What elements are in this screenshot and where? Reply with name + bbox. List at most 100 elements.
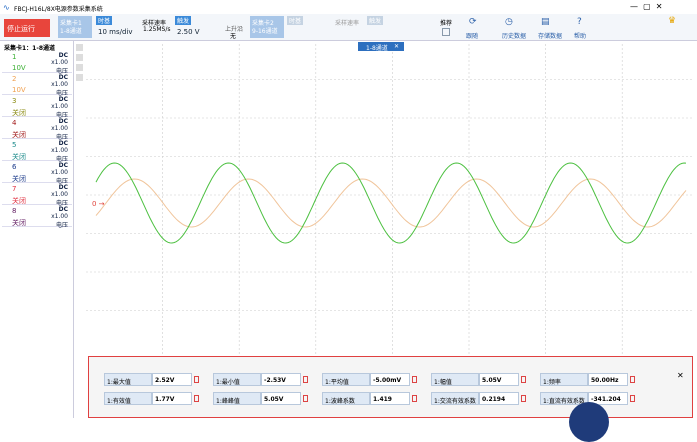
recommend-box[interactable]	[442, 28, 450, 36]
timebase-label: 时基	[96, 16, 113, 25]
toolbar: 停止运行 采集卡1 1-8通道 时基 10 ms/div 采样速率 1.25MS/…	[0, 14, 697, 41]
window-title: FBCJ-H16L/8X电源参数采集系统	[14, 6, 103, 13]
channel-coupling: DC	[58, 96, 68, 103]
channel-scale: x1.00	[51, 59, 68, 66]
channel-row[interactable]: 4 DC x1.00 电压 关闭	[2, 117, 72, 141]
delete-icon[interactable]	[630, 395, 635, 402]
side-button[interactable]	[76, 74, 83, 81]
channel-row[interactable]: 1 DC x1.00 电压 10V	[2, 51, 72, 75]
measurement-item: 1:最大值 2.52V	[104, 373, 208, 386]
measurement-label: 1:直流有效系数	[540, 392, 588, 405]
channel-coupling: DC	[58, 184, 68, 191]
delete-icon[interactable]	[630, 376, 635, 383]
logo: ∿	[3, 3, 10, 12]
measurement-item: 1:平均值 -5.00mV	[322, 373, 426, 386]
sample-rate-value[interactable]: 1.25MS/s	[143, 26, 171, 33]
delete-icon[interactable]	[303, 376, 308, 383]
action-icon[interactable]: ⟳	[469, 17, 477, 27]
delete-icon[interactable]	[412, 395, 417, 402]
stop-button[interactable]: 停止运行	[4, 19, 50, 37]
card2-timebase: 时基	[287, 16, 304, 25]
timebase-value[interactable]: 10 ms/div	[98, 28, 133, 36]
action-icon[interactable]: ◷	[505, 17, 513, 27]
channel-row[interactable]: 6 DC x1.00 电压 关闭	[2, 161, 72, 185]
measurement-value: 5.05V	[261, 392, 301, 405]
channel-range: 关闭	[12, 131, 26, 139]
measurement-panel: ✕ 1:最大值 2.52V 1:最小值 -2.53V 1:平均值 -5.00mV 1:幅值 5…	[88, 356, 693, 442]
delete-icon[interactable]	[521, 395, 526, 402]
trigger-mode[interactable]: 无	[230, 33, 237, 40]
measurement-item: 1:幅值 5.05V	[431, 373, 535, 386]
action-label[interactable]: 存储数据	[538, 33, 563, 40]
channel-range: 关闭	[12, 175, 26, 183]
plot-tab[interactable]: 1-8通道 ✕	[358, 42, 404, 52]
card1-name: 采集卡1	[60, 20, 82, 27]
card1[interactable]: 采集卡1 1-8通道	[58, 16, 92, 38]
card2-name: 采集卡2	[252, 20, 274, 27]
channel-coupling: DC	[58, 206, 68, 213]
card2[interactable]: 采集卡2 9-16通道	[250, 16, 284, 38]
trigger-value[interactable]: 2.50 V	[177, 28, 200, 36]
delete-icon[interactable]	[303, 395, 308, 402]
crown-icon[interactable]: ♛	[668, 16, 677, 26]
trigger-edge[interactable]: 上升沿	[225, 26, 244, 33]
measurement-value: 1.77V	[152, 392, 192, 405]
floating-button[interactable]	[569, 402, 609, 442]
tab-close[interactable]: ✕	[394, 43, 400, 50]
side-button[interactable]	[76, 54, 83, 61]
channel-row[interactable]: 2 DC x1.00 电压 10V	[2, 73, 72, 97]
measurement-item: 1:有效值 1.77V	[104, 392, 208, 405]
delete-icon[interactable]	[194, 376, 199, 383]
channel-kind: 电压	[55, 68, 68, 75]
action-label[interactable]: 历史数据	[502, 33, 527, 40]
channel-row[interactable]: 7 DC x1.00 电压 关闭	[2, 183, 72, 207]
measurement-item: 1:频率 50.00Hz	[540, 373, 644, 386]
channel-scale: x1.00	[51, 147, 68, 154]
zero-marker: 0 →	[92, 200, 105, 208]
channel-coupling: DC	[58, 52, 68, 59]
measurement-item: 1:直流有效系数 -341.204	[540, 392, 644, 405]
wave-channel-1	[95, 162, 687, 244]
measurement-item: 1:波峰系数 1.419	[322, 392, 426, 405]
channel-number: 8	[12, 207, 17, 215]
channel-number: 4	[12, 119, 17, 127]
measurement-label: 1:频率	[540, 373, 588, 386]
channel-scale: x1.00	[51, 191, 68, 198]
measurement-label: 1:最小值	[213, 373, 261, 386]
channel-kind: 电压	[55, 134, 68, 141]
measurement-label: 1:有效值	[104, 392, 152, 405]
measurement-value: -341.204	[588, 392, 628, 405]
side-button[interactable]	[76, 44, 83, 51]
action-icon[interactable]: ?	[577, 17, 582, 27]
side-buttons	[76, 44, 84, 124]
channel-range: 10V	[12, 64, 26, 72]
recommend[interactable]: 推荐	[440, 20, 453, 27]
channel-row[interactable]: 3 DC x1.00 电压 关闭	[2, 95, 72, 119]
channel-kind: 电压	[55, 90, 68, 97]
delete-icon[interactable]	[412, 376, 417, 383]
delete-icon[interactable]	[194, 395, 199, 402]
channel-panel-title: 采集卡1：1-8通道	[4, 45, 56, 52]
channel-range: 关闭	[12, 219, 26, 227]
channel-number: 3	[12, 97, 17, 105]
action-label[interactable]: 跟随	[466, 33, 479, 40]
measurement-label: 1:最大值	[104, 373, 152, 386]
wave-channel-2	[95, 178, 687, 228]
action-icon[interactable]: ▤	[541, 17, 550, 27]
window-controls[interactable]: — ▢ ✕	[630, 2, 663, 11]
channel-row[interactable]: 8 DC x1.00 电压 关闭	[2, 205, 72, 229]
delete-icon[interactable]	[521, 376, 526, 383]
side-button[interactable]	[76, 64, 83, 71]
channel-row[interactable]: 5 DC x1.00 电压 关闭	[2, 139, 72, 163]
channel-coupling: DC	[58, 162, 68, 169]
channel-range: 关闭	[12, 109, 26, 117]
channel-scale: x1.00	[51, 125, 68, 132]
panel-close[interactable]: ✕	[677, 371, 684, 380]
tab-label: 1-8通道	[366, 45, 388, 52]
plot	[86, 44, 693, 354]
card2-sample-rate: 采样速率	[335, 20, 360, 27]
card1-channels: 1-8通道	[60, 28, 82, 35]
channel-range: 关闭	[12, 153, 26, 161]
measurement-value: 1.419	[370, 392, 410, 405]
action-label[interactable]: 帮助	[574, 33, 587, 40]
